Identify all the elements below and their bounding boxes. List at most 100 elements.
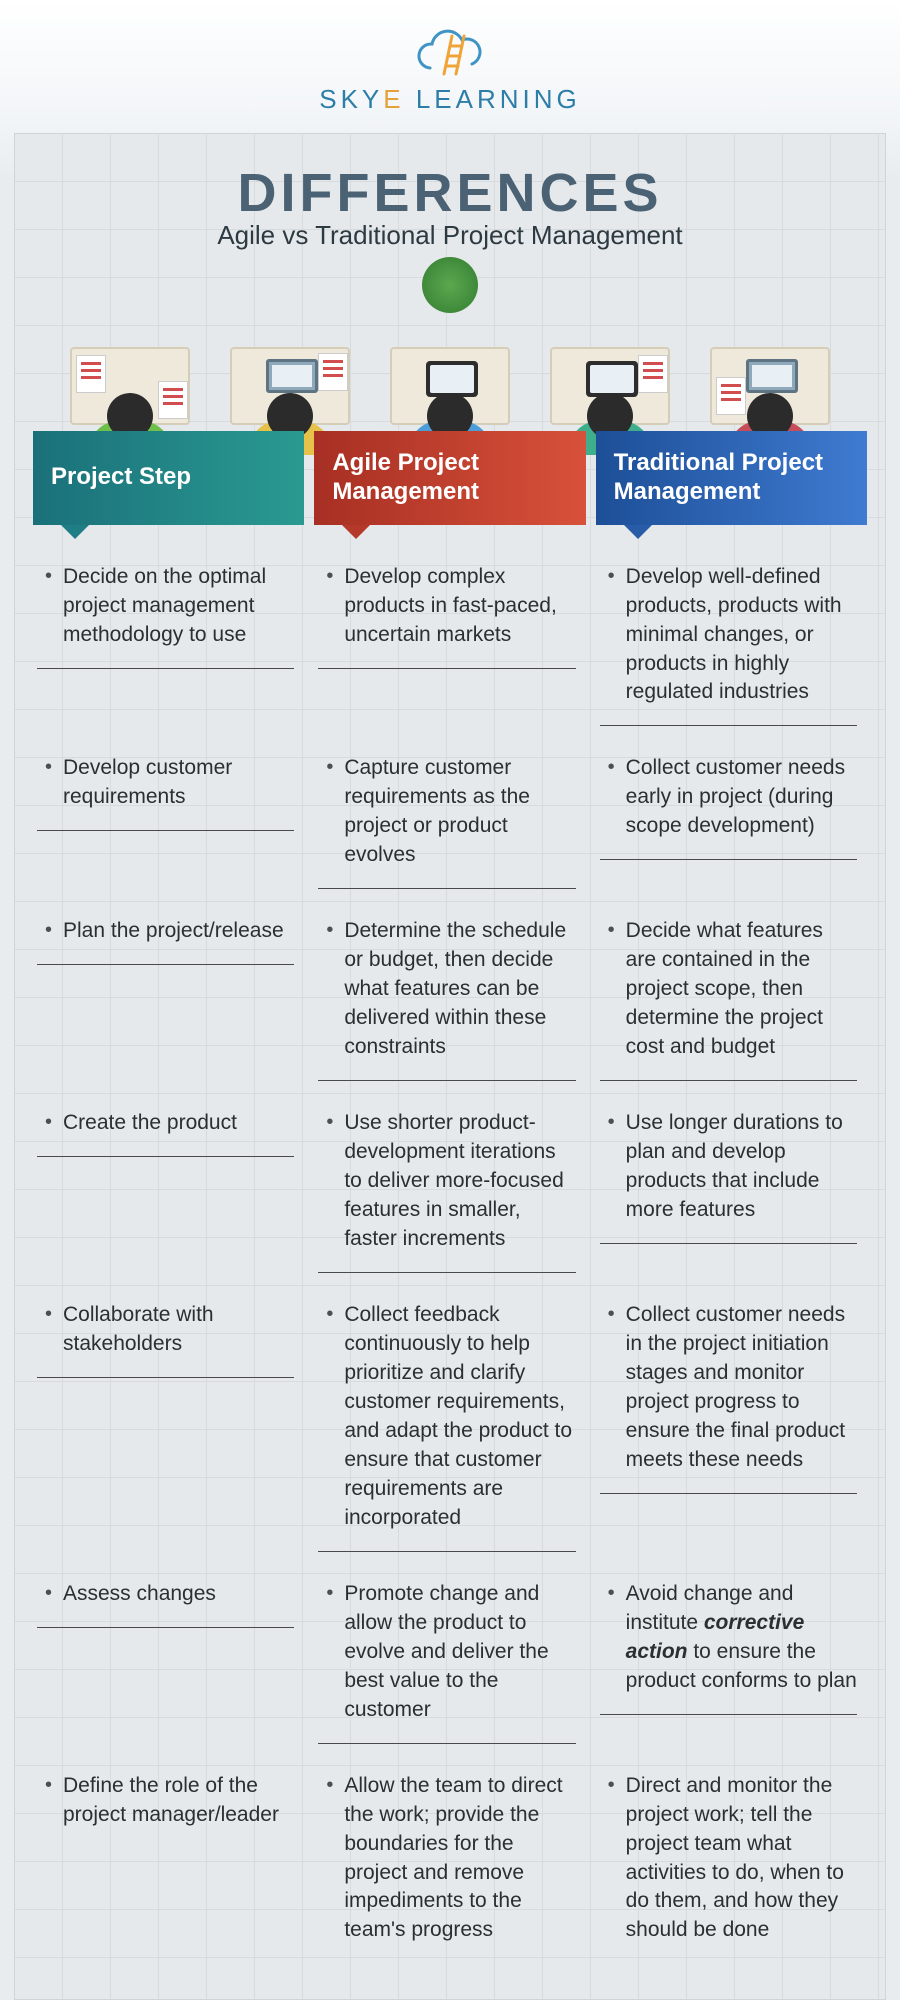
cell-traditional: Use longer durations to plan and develop… xyxy=(596,1095,867,1287)
paper-sheet xyxy=(76,355,106,393)
paper-sheet xyxy=(158,381,188,419)
title-sub: Agile vs Traditional Project Management xyxy=(15,220,885,251)
row-divider xyxy=(318,668,575,669)
title-main: DIFFERENCES xyxy=(15,162,885,224)
row-divider xyxy=(37,1156,294,1157)
cell-traditional: Avoid change and institute corrective ac… xyxy=(596,1566,867,1758)
column-headers: Project Step Agile Project Management Tr… xyxy=(15,431,885,525)
cell-agile: Promote change and allow the product to … xyxy=(314,1566,585,1758)
cell-text: Use longer durations to plan and develop… xyxy=(626,1109,857,1225)
desk-person xyxy=(710,285,830,425)
cell-traditional: Develop well-defined products, products … xyxy=(596,549,867,741)
desk-person xyxy=(550,285,670,425)
cell-traditional: Direct and monitor the project work; tel… xyxy=(596,1758,867,1960)
content-panel: DIFFERENCES Agile vs Traditional Project… xyxy=(14,133,886,2000)
row-divider xyxy=(37,964,294,965)
plant-icon xyxy=(422,257,478,313)
paper-sheet xyxy=(318,353,348,391)
row-divider xyxy=(37,668,294,669)
cell-text: Develop well-defined products, products … xyxy=(626,563,857,708)
title-block: DIFFERENCES Agile vs Traditional Project… xyxy=(15,162,885,251)
comparison-row: Plan the project/release Determine the sc… xyxy=(33,903,867,1095)
row-divider xyxy=(600,1714,857,1715)
cell-agile: Determine the schedule or budget, then d… xyxy=(314,903,585,1095)
comparison-row: Decide on the optimal project management… xyxy=(33,549,867,741)
row-divider xyxy=(318,1551,575,1552)
cell-text: Plan the project/release xyxy=(63,917,294,946)
desk-person xyxy=(230,285,350,425)
cell-text: Collaborate with stakeholders xyxy=(63,1301,294,1359)
cloud-ladder-icon xyxy=(410,28,490,84)
laptop-icon xyxy=(266,359,318,393)
cell-agile: Collect feedback continuously to help pr… xyxy=(314,1287,585,1566)
brand-text: SKYE LEARNING xyxy=(319,84,581,115)
brand-text-accent: E xyxy=(383,84,404,114)
brand-text-post: LEARNING xyxy=(405,84,581,114)
cell-traditional: Decide what features are contained in th… xyxy=(596,903,867,1095)
cell-agile: Develop complex products in fast-paced, … xyxy=(314,549,585,741)
cell-text: Create the product xyxy=(63,1109,294,1138)
cell-text: Promote change and allow the product to … xyxy=(344,1580,575,1725)
row-divider xyxy=(318,1080,575,1081)
cell-traditional: Collect customer needs in the project in… xyxy=(596,1287,867,1566)
cell-agile: Use shorter product-development iteratio… xyxy=(314,1095,585,1287)
row-divider xyxy=(318,1743,575,1744)
column-header-label: Agile Project Management xyxy=(332,449,567,507)
column-header-agile: Agile Project Management xyxy=(314,431,585,525)
cell-text: Avoid change and institute corrective ac… xyxy=(626,1580,857,1696)
cell-text: Direct and monitor the project work; tel… xyxy=(626,1772,857,1946)
desk-person xyxy=(70,285,190,425)
cell-step: Collaborate with stakeholders xyxy=(33,1287,304,1566)
cell-text: Assess changes xyxy=(63,1580,294,1609)
header-notch xyxy=(342,525,370,539)
row-divider xyxy=(37,1627,294,1628)
tablet-icon xyxy=(586,361,638,397)
row-divider xyxy=(318,1272,575,1273)
cell-step: Assess changes xyxy=(33,1566,304,1758)
column-header-traditional: Traditional Project Management xyxy=(596,431,867,525)
cell-text: Collect feedback continuously to help pr… xyxy=(344,1301,575,1533)
row-divider xyxy=(600,1080,857,1081)
comparison-row: Assess changes Promote change and allow t… xyxy=(33,1566,867,1758)
laptop-icon xyxy=(746,359,798,393)
paper-sheet xyxy=(638,355,668,393)
brand-block: SKYE LEARNING xyxy=(0,0,900,133)
cell-text: Develop customer requirements xyxy=(63,754,294,812)
cell-text: Determine the schedule or budget, then d… xyxy=(344,917,575,1062)
cell-agile: Capture customer requirements as the pro… xyxy=(314,740,585,903)
cell-text: Collect customer needs in the project in… xyxy=(626,1301,857,1475)
comparison-row: Develop customer requirements Capture cus… xyxy=(33,740,867,903)
comparison-row: Collaborate with stakeholders Collect fee… xyxy=(33,1287,867,1566)
header-notch xyxy=(624,525,652,539)
cell-step: Develop customer requirements xyxy=(33,740,304,903)
comparison-rows: Decide on the optimal project management… xyxy=(15,525,885,1960)
cell-text: Define the role of the project manager/l… xyxy=(63,1772,294,1830)
cell-step: Plan the project/release xyxy=(33,903,304,1095)
cell-step: Define the role of the project manager/l… xyxy=(33,1758,304,1960)
tablet-icon xyxy=(426,361,478,397)
row-divider xyxy=(600,1493,857,1494)
cell-text: Allow the team to direct the work; provi… xyxy=(344,1772,575,1946)
cell-text: Decide on the optimal project management… xyxy=(63,563,294,650)
hero-illustration xyxy=(85,265,815,425)
comparison-row: Define the role of the project manager/l… xyxy=(33,1758,867,1960)
row-divider xyxy=(37,1377,294,1378)
cell-traditional: Collect customer needs early in project … xyxy=(596,740,867,903)
row-divider xyxy=(600,859,857,860)
row-divider xyxy=(600,1243,857,1244)
cell-text: Use shorter product-development iteratio… xyxy=(344,1109,575,1254)
column-header-step: Project Step xyxy=(33,431,304,525)
cell-text: Collect customer needs early in project … xyxy=(626,754,857,841)
page: SKYE LEARNING DIFFERENCES Agile vs Tradi… xyxy=(0,0,900,2000)
cell-text: Develop complex products in fast-paced, … xyxy=(344,563,575,650)
desk-person xyxy=(390,285,510,425)
header-notch xyxy=(61,525,89,539)
cell-agile: Allow the team to direct the work; provi… xyxy=(314,1758,585,1960)
cell-text: Capture customer requirements as the pro… xyxy=(344,754,575,870)
cell-step: Decide on the optimal project management… xyxy=(33,549,304,741)
row-divider xyxy=(318,888,575,889)
paper-sheet xyxy=(716,377,746,415)
row-divider xyxy=(37,830,294,831)
comparison-row: Create the product Use shorter product-de… xyxy=(33,1095,867,1287)
cell-step: Create the product xyxy=(33,1095,304,1287)
